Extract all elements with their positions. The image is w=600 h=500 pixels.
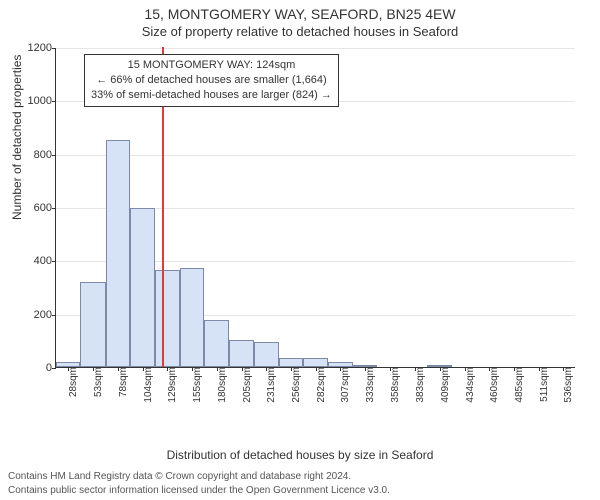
x-tick-label: 205sqm [242,367,253,403]
annotation-line3: 33% of semi-detached houses are larger (… [91,88,332,103]
x-tick-label: 53sqm [93,367,104,397]
page-title-line2: Size of property relative to detached ho… [0,24,600,39]
x-tick-label: 485sqm [514,367,525,403]
x-tick-label: 333sqm [365,367,376,403]
x-tick-label: 511sqm [539,367,550,402]
x-tick-label: 104sqm [143,367,154,403]
grid-line [56,155,575,156]
page-title-line1: 15, MONTGOMERY WAY, SEAFORD, BN25 4EW [0,6,600,22]
histogram-bar [180,268,204,367]
plot-area: 15 MONTGOMERY WAY: 124sqm ← 66% of detac… [55,48,575,368]
grid-line [56,48,575,49]
histogram-bar [328,362,353,367]
x-tick-label: 180sqm [217,367,228,403]
histogram-bar [353,365,377,367]
x-tick-label: 155sqm [192,367,203,403]
y-tick-label: 200 [12,309,56,321]
histogram-bar [155,270,179,367]
x-tick-label: 78sqm [118,367,129,397]
x-tick-label: 358sqm [390,367,401,403]
x-tick-label: 536sqm [563,367,574,403]
y-tick-label: 0 [12,362,56,374]
histogram-bar [254,342,279,367]
histogram-bar [427,365,452,367]
histogram-bar [229,340,253,367]
x-tick-label: 409sqm [440,367,451,403]
histogram-bar [80,282,105,367]
x-tick-label: 383sqm [415,367,426,403]
histogram-bar [204,320,229,367]
histogram-bar [56,362,80,367]
histogram-bar [279,358,303,367]
annotation-line1: 15 MONTGOMERY WAY: 124sqm [91,58,332,73]
x-tick-label: 256sqm [291,367,302,403]
x-axis-label: Distribution of detached houses by size … [0,448,600,462]
x-tick-label: 460sqm [489,367,500,403]
x-tick-label: 282sqm [316,367,327,403]
y-tick-label: 800 [12,149,56,161]
y-tick-label: 400 [12,255,56,267]
annotation-line2: ← 66% of detached houses are smaller (1,… [91,73,332,88]
chart-container: 15, MONTGOMERY WAY, SEAFORD, BN25 4EW Si… [0,0,600,500]
y-tick-label: 1200 [12,42,56,54]
histogram-bar [106,140,130,367]
x-tick-label: 307sqm [340,367,351,403]
y-axis-label: Number of detached properties [10,55,24,220]
histogram-bar [130,208,155,367]
x-tick-label: 231sqm [266,367,277,403]
x-tick-label: 129sqm [167,367,178,403]
annotation-box: 15 MONTGOMERY WAY: 124sqm ← 66% of detac… [84,54,339,107]
y-tick-label: 1000 [12,95,56,107]
x-tick-label: 434sqm [465,367,476,403]
footer-line1: Contains HM Land Registry data © Crown c… [8,471,351,482]
y-tick-label: 600 [12,202,56,214]
histogram-bar [303,358,327,367]
x-tick-label: 28sqm [68,367,79,397]
footer-line2: Contains public sector information licen… [8,485,390,496]
